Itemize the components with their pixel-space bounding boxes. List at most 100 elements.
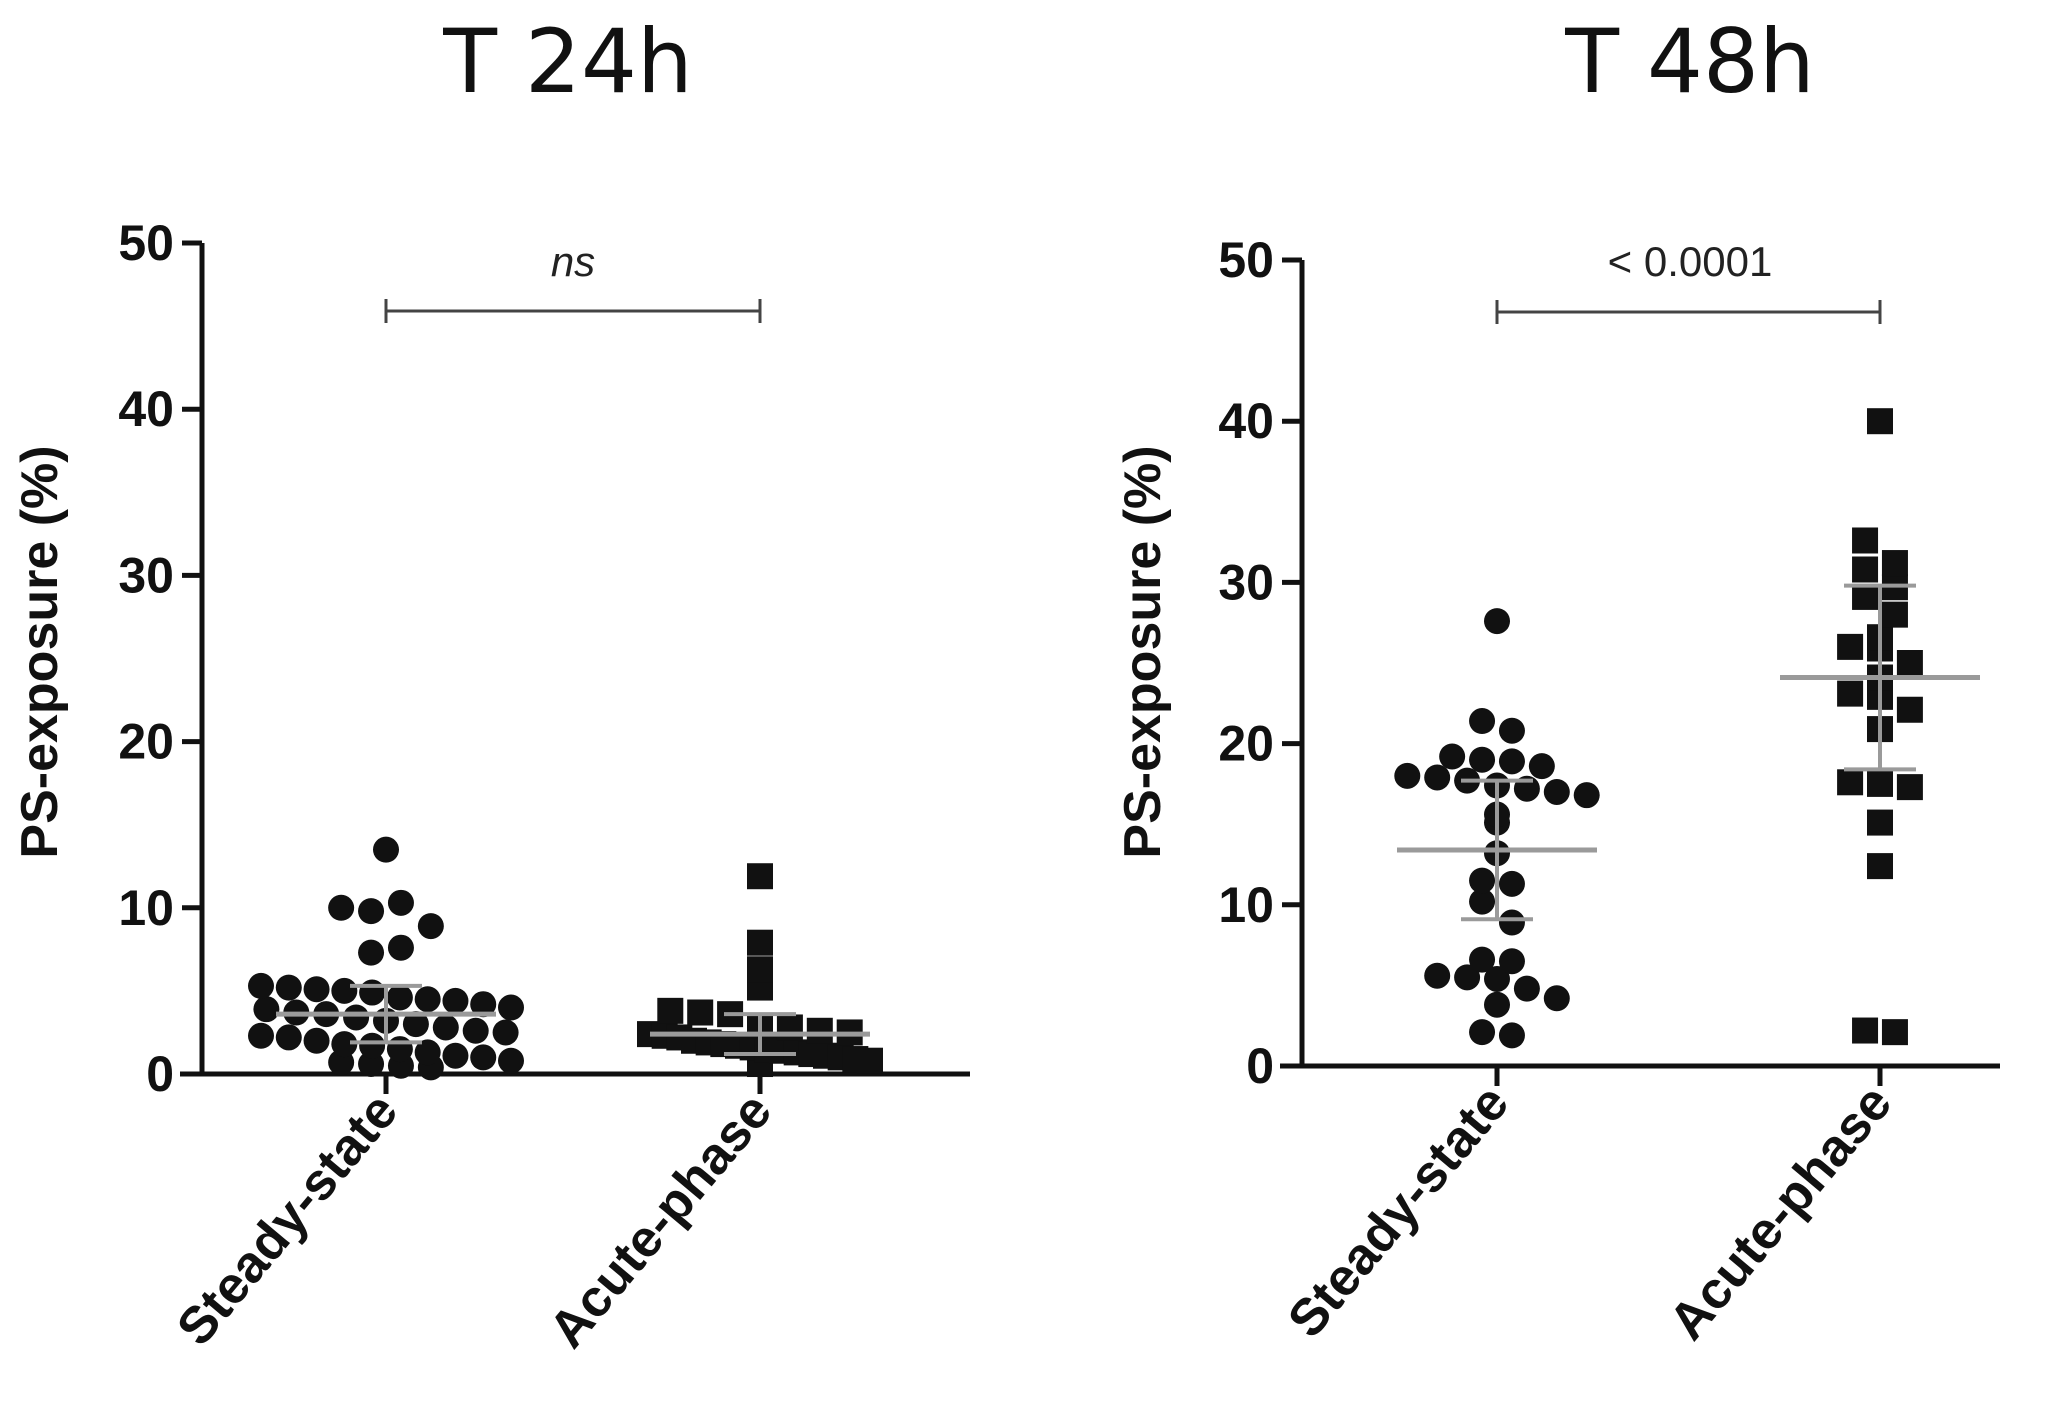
y-tick-label-10: 10: [1218, 877, 1274, 933]
x-category-label-steady-state: Steady-state: [166, 1082, 409, 1356]
x-category-label-steady-state: Steady-state: [1277, 1074, 1520, 1348]
data-point: [1867, 809, 1893, 836]
data-point: [373, 836, 399, 863]
data-point: [331, 1031, 358, 1058]
chart-panel-t48h: T 48h PS-exposure (%) 0 10 20 30 40 50 Steady…: [1114, 10, 2000, 1351]
significance-label: < 0.0001: [1608, 238, 1773, 285]
y-axis-label: PS-exposure (%): [1114, 445, 1172, 858]
data-point: [1498, 748, 1525, 775]
data-point: [1469, 746, 1496, 773]
data-point: [275, 974, 302, 1001]
data-point: [414, 1039, 441, 1066]
data-point: [1896, 774, 1923, 801]
y-tick-label-20: 20: [1218, 716, 1274, 772]
data-point: [303, 976, 330, 1003]
data-point: [358, 939, 385, 966]
data-point: [857, 1047, 883, 1074]
data-point: [470, 1044, 497, 1071]
data-point: [414, 986, 441, 1013]
data-point: [1867, 853, 1893, 880]
data-point: [253, 996, 280, 1023]
y-tick-label-30: 30: [1218, 554, 1274, 610]
data-points: [248, 836, 883, 1081]
data-point: [1867, 408, 1893, 435]
data-point: [1498, 948, 1525, 975]
data-point: [1498, 909, 1525, 936]
data-point: [747, 929, 773, 956]
data-point: [387, 889, 414, 916]
data-point: [343, 1004, 370, 1031]
data-point: [1394, 762, 1421, 789]
data-point: [1881, 601, 1908, 628]
data-point: [442, 1042, 469, 1069]
mean-sd-bars: [1397, 583, 1980, 922]
data-point: [358, 898, 385, 925]
y-tick-label-30: 30: [118, 547, 174, 603]
chart-title: T 24h: [442, 10, 692, 113]
data-point: [1852, 527, 1879, 554]
y-axis-label: PS-exposure (%): [11, 445, 69, 858]
data-point: [687, 999, 714, 1026]
data-point: [328, 894, 355, 921]
data-point: [498, 1047, 524, 1074]
y-tick-label-0: 0: [146, 1046, 174, 1102]
significance-bracket: ns: [384, 238, 762, 323]
y-tick-label-10: 10: [118, 880, 174, 936]
y-tick-label-0: 0: [1246, 1038, 1274, 1094]
y-tick-label-50: 50: [118, 215, 174, 271]
data-point: [462, 1017, 489, 1044]
data-point: [386, 984, 413, 1011]
data-point: [1498, 717, 1525, 744]
data-point: [1469, 708, 1496, 735]
mean-sd-bars: [276, 983, 870, 1057]
data-point: [275, 1024, 302, 1051]
data-point: [359, 1032, 386, 1059]
data-points: [1394, 408, 1923, 1049]
data-point: [402, 1011, 429, 1038]
data-point: [1896, 696, 1923, 723]
y-axis-ticks: 0 10 20 30 40 50: [118, 215, 202, 1102]
y-tick-label-40: 40: [1218, 393, 1274, 449]
data-point: [386, 1036, 413, 1063]
data-point: [1513, 975, 1540, 1002]
data-point: [303, 1027, 330, 1054]
data-point: [1573, 782, 1600, 809]
data-point: [492, 1019, 519, 1046]
data-point: [1896, 650, 1923, 676]
significance-bracket: < 0.0001: [1495, 238, 1882, 324]
y-axis-ticks: 0 10 20 30 40 50: [1218, 232, 1302, 1094]
data-point: [442, 987, 469, 1014]
data-point: [1424, 764, 1451, 791]
chart-title: T 48h: [1564, 10, 1814, 113]
significance-label: ns: [551, 238, 595, 285]
chart-panel-t24h: T 24h PS-exposure (%) 0 10 20 30 40 50 Steady…: [11, 10, 970, 1359]
data-point: [1867, 770, 1893, 797]
y-tick-label-40: 40: [118, 381, 174, 437]
data-point: [1528, 753, 1555, 780]
data-point: [1543, 778, 1570, 805]
data-point: [248, 972, 274, 999]
data-point: [1498, 870, 1525, 897]
data-point: [1469, 1019, 1496, 1046]
data-point: [1424, 962, 1451, 989]
data-point: [1837, 769, 1864, 796]
data-point: [1484, 965, 1510, 992]
data-point: [1837, 680, 1864, 707]
data-point: [1543, 985, 1570, 1012]
data-point: [1454, 964, 1481, 991]
data-point: [1852, 1017, 1879, 1044]
y-tick-label-50: 50: [1218, 232, 1274, 288]
data-point: [432, 1014, 459, 1041]
data-point: [1852, 556, 1879, 583]
data-point: [331, 977, 358, 1004]
data-point: [248, 1022, 274, 1049]
data-point: [1881, 1019, 1908, 1046]
data-point: [747, 863, 773, 890]
data-point: [1837, 633, 1864, 660]
data-point: [1852, 583, 1879, 610]
data-point: [1469, 946, 1496, 973]
data-point: [1498, 1022, 1525, 1049]
data-point: [1469, 888, 1496, 915]
data-point: [1439, 743, 1466, 770]
